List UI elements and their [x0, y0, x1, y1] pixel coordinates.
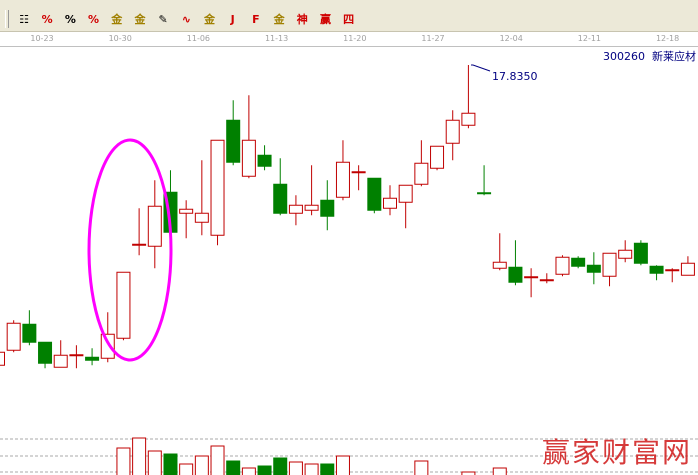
candle-body — [53, 354, 68, 368]
candle-body — [586, 264, 601, 273]
date-tick: 11-20 — [343, 34, 367, 43]
candle-body — [147, 205, 162, 247]
candle-body — [665, 269, 680, 272]
volume-bar — [414, 460, 429, 475]
volume-bar — [320, 463, 335, 475]
volume-bar — [179, 463, 194, 475]
candle-body — [257, 154, 272, 167]
pen-icon[interactable]: ✎ — [158, 12, 168, 26]
watermark: 赢家财富网 — [541, 436, 692, 469]
high-price-label: 17.8350 — [492, 70, 538, 83]
candle-body — [539, 279, 554, 282]
candle-body — [367, 177, 382, 211]
candle-body — [398, 184, 413, 203]
candle-body — [618, 249, 633, 259]
candle-body — [6, 322, 21, 351]
menu-strip — [0, 0, 698, 7]
candle-body — [288, 204, 303, 214]
percent-bars-icon[interactable]: % — [88, 12, 100, 26]
candle-body — [179, 208, 194, 214]
candle-body — [132, 243, 147, 246]
volume-bar — [273, 457, 288, 475]
date-tick: 10-30 — [108, 34, 132, 43]
j-line-icon[interactable]: J — [230, 12, 235, 26]
volume-bar — [210, 445, 225, 475]
candle-body — [477, 192, 492, 195]
volume-bar — [335, 455, 350, 475]
volume-bar — [194, 455, 209, 475]
gold-icon[interactable]: 金 — [204, 13, 215, 26]
candle-body — [555, 256, 570, 275]
volume-bar — [163, 453, 178, 475]
candle-body — [194, 212, 209, 223]
candle-body — [524, 276, 539, 279]
volume-bar — [132, 437, 147, 475]
candle-body — [38, 341, 53, 364]
wave-icon[interactable]: ∿ — [181, 12, 191, 26]
date-tick: 12-04 — [499, 34, 523, 43]
four-line-icon[interactable]: 四 — [343, 13, 355, 26]
date-tick: 11-06 — [186, 34, 211, 43]
candle-body — [602, 252, 617, 277]
gold-line-icon[interactable]: 金 — [273, 13, 285, 26]
candle-body — [85, 356, 100, 361]
candle-body — [461, 112, 476, 126]
percent-icon[interactable]: % — [64, 12, 76, 26]
volume-bar — [241, 467, 256, 475]
candle-body — [22, 323, 37, 343]
candle-body — [571, 257, 586, 267]
date-axis: 10-23 10-30 11-06 11-13 11-20 11-27 12-04 12-11… — [0, 32, 698, 47]
candle-body — [241, 139, 256, 177]
candle-body — [116, 271, 131, 339]
toolbar-grip[interactable] — [5, 10, 9, 28]
stock-code: 300260 — [603, 50, 645, 63]
volume-bar — [147, 450, 162, 475]
volume-bar — [492, 467, 507, 475]
percent-line-icon[interactable]: % — [41, 12, 53, 26]
candle-body — [508, 266, 523, 283]
candle-body — [680, 262, 695, 276]
date-tick: 11-27 — [421, 34, 445, 43]
stock-name: 新莱应材 — [652, 50, 696, 63]
candle-body — [649, 265, 664, 274]
fund-line-icon[interactable]: 神 — [296, 13, 308, 26]
candle-body — [633, 242, 648, 264]
candle-body — [335, 161, 350, 198]
candle-body — [445, 119, 460, 144]
candle-body — [210, 139, 225, 236]
annotation-ellipse — [87, 138, 173, 362]
candle-body — [226, 119, 241, 163]
candle-body — [351, 171, 366, 174]
volume-bar — [288, 461, 303, 475]
candle-body — [69, 354, 84, 357]
candle-body — [100, 333, 115, 359]
date-tick: 12-18 — [655, 34, 680, 43]
date-tick: 10-23 — [30, 34, 54, 43]
candle-body — [414, 162, 429, 185]
gold-bars-icon[interactable]: 金 — [134, 13, 146, 26]
candle-body — [0, 351, 5, 366]
volume-bar — [304, 463, 319, 475]
win-line-icon[interactable]: 赢 — [319, 13, 331, 26]
volume-bar — [116, 447, 131, 475]
volume-bar — [226, 460, 241, 475]
volume-bar — [257, 465, 272, 475]
date-tick: 12-11 — [577, 34, 602, 43]
gold-circle-icon[interactable]: 金 — [111, 13, 123, 26]
ruler-icon[interactable]: ☷ — [19, 12, 29, 26]
date-tick: 11-13 — [264, 34, 289, 43]
candle-body — [383, 197, 397, 209]
candle-body — [320, 199, 335, 217]
f-line-icon[interactable]: F — [252, 12, 260, 26]
high-pointer — [471, 64, 491, 72]
candle-body — [430, 145, 445, 169]
candle-body — [492, 261, 507, 269]
drawing-toolbar: ☷%%% 金金 ✎ ∿ 金 J F 金神赢四 — [0, 7, 698, 32]
stock-title: 300260 新莱应材 — [603, 48, 696, 64]
candle-body — [304, 204, 319, 211]
candle-body — [273, 183, 288, 214]
